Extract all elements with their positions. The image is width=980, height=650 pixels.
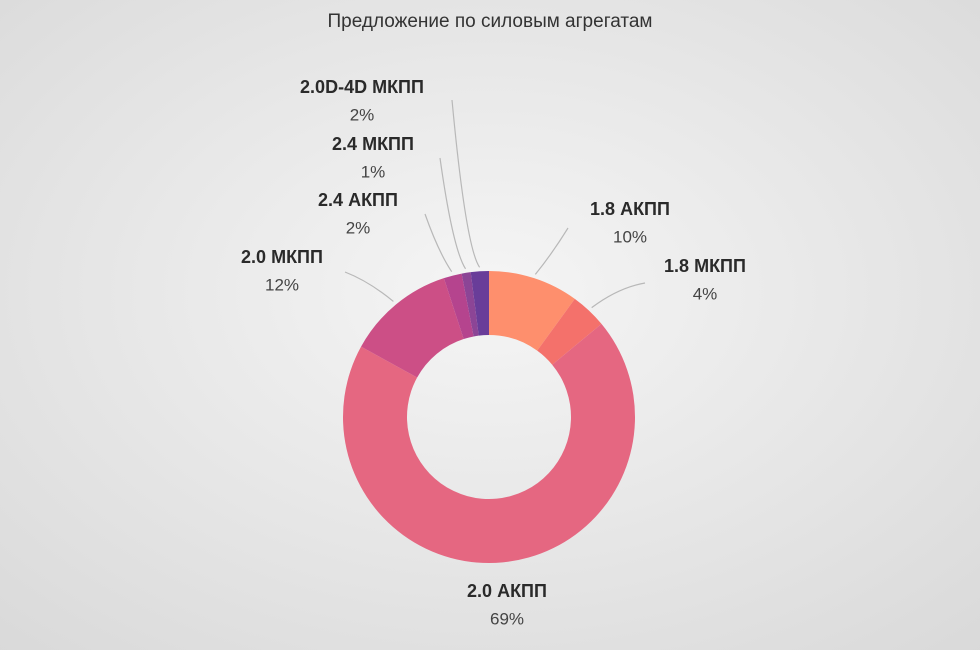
value-label: 2% (350, 105, 375, 124)
leader-line (451, 99, 481, 268)
value-label: 10% (613, 227, 647, 246)
donut-slice (537, 298, 602, 365)
leader-line (591, 282, 646, 309)
slice-label: 2.0 АКПП (467, 581, 547, 601)
slice-label: 2.4 МКПП (332, 134, 414, 154)
donut-slice (343, 323, 635, 563)
donut-slice (489, 271, 575, 351)
leader-line (424, 213, 453, 273)
value-label: 4% (693, 284, 718, 303)
donut-slice (470, 271, 489, 336)
chart-title: Предложение по силовым агрегатам (328, 11, 653, 32)
value-label: 12% (265, 275, 299, 294)
slice-label: 2.4 АКПП (318, 190, 398, 210)
leader-line (534, 227, 569, 275)
donut-slice (461, 272, 479, 337)
donut-slice (361, 278, 464, 378)
slice-label: 2.0 МКПП (241, 247, 323, 267)
donut-slice (443, 273, 474, 340)
leader-line (439, 157, 467, 270)
value-label: 2% (346, 218, 371, 237)
slice-label: 1.8 МКПП (664, 256, 746, 276)
slice-label: 2.0D-4D МКПП (300, 77, 424, 97)
leader-line (344, 271, 394, 302)
value-label: 69% (490, 609, 524, 628)
value-label: 1% (361, 162, 386, 181)
slice-label: 1.8 АКПП (590, 199, 670, 219)
